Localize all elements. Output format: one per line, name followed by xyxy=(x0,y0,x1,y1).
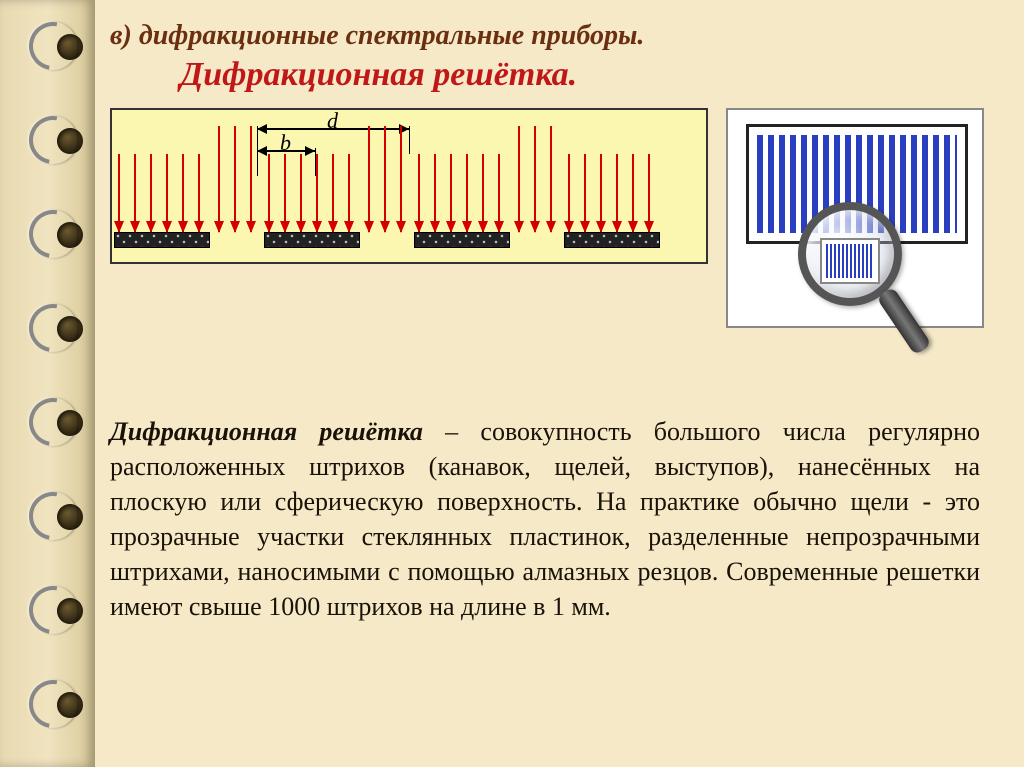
grating-slit xyxy=(264,232,360,248)
grating-slit xyxy=(114,232,210,248)
light-arrow-icon xyxy=(268,154,270,232)
light-arrow-icon xyxy=(182,154,184,232)
light-arrow-icon xyxy=(482,154,484,232)
grating-slit xyxy=(414,232,510,248)
magnifying-glass-icon xyxy=(798,202,908,312)
light-arrow-icon xyxy=(300,154,302,232)
slide-content: в) дифракционные спектральные приборы. Д… xyxy=(110,20,1000,625)
subtitle: Дифракционная решётка. xyxy=(180,56,1000,94)
light-arrow-icon xyxy=(150,154,152,232)
figure-row: d b xyxy=(110,108,1000,328)
grating-diagram: d b xyxy=(110,108,708,264)
light-arrow-icon xyxy=(134,154,136,232)
light-arrow-icon xyxy=(466,154,468,232)
light-arrow-icon xyxy=(218,126,220,232)
term: Дифракционная решётка xyxy=(110,417,423,446)
light-arrow-icon xyxy=(316,154,318,232)
light-arrow-icon xyxy=(250,126,252,232)
light-arrow-icon xyxy=(284,154,286,232)
light-arrow-icon xyxy=(450,154,452,232)
dimension-d-label: d xyxy=(327,108,338,134)
light-arrow-icon xyxy=(118,154,120,232)
light-arrow-icon xyxy=(198,154,200,232)
spiral-binding xyxy=(0,0,95,767)
light-arrow-icon xyxy=(400,126,402,232)
light-arrow-icon xyxy=(632,154,634,232)
light-arrow-icon xyxy=(550,126,552,232)
light-arrow-icon xyxy=(434,154,436,232)
light-arrow-icon xyxy=(418,154,420,232)
section-title: в) дифракционные спектральные приборы. xyxy=(110,20,1000,52)
light-arrow-icon xyxy=(384,126,386,232)
magnifier-illustration xyxy=(726,108,984,328)
dimension-b-line xyxy=(257,150,315,152)
light-arrow-icon xyxy=(584,154,586,232)
light-arrow-icon xyxy=(498,154,500,232)
light-arrow-icon xyxy=(332,154,334,232)
light-arrow-icon xyxy=(234,126,236,232)
light-arrow-icon xyxy=(568,154,570,232)
light-arrow-icon xyxy=(368,126,370,232)
definition-text: – совокупность большого числа регулярно … xyxy=(110,417,980,621)
light-arrow-icon xyxy=(616,154,618,232)
light-arrow-icon xyxy=(648,154,650,232)
light-arrow-icon xyxy=(534,126,536,232)
grating-slit xyxy=(564,232,660,248)
light-arrow-icon xyxy=(166,154,168,232)
dimension-b-label: b xyxy=(280,130,291,156)
definition-paragraph: Дифракционная решётка – совокупность бол… xyxy=(110,414,980,625)
light-arrow-icon xyxy=(348,154,350,232)
light-arrow-icon xyxy=(518,126,520,232)
light-arrow-icon xyxy=(600,154,602,232)
